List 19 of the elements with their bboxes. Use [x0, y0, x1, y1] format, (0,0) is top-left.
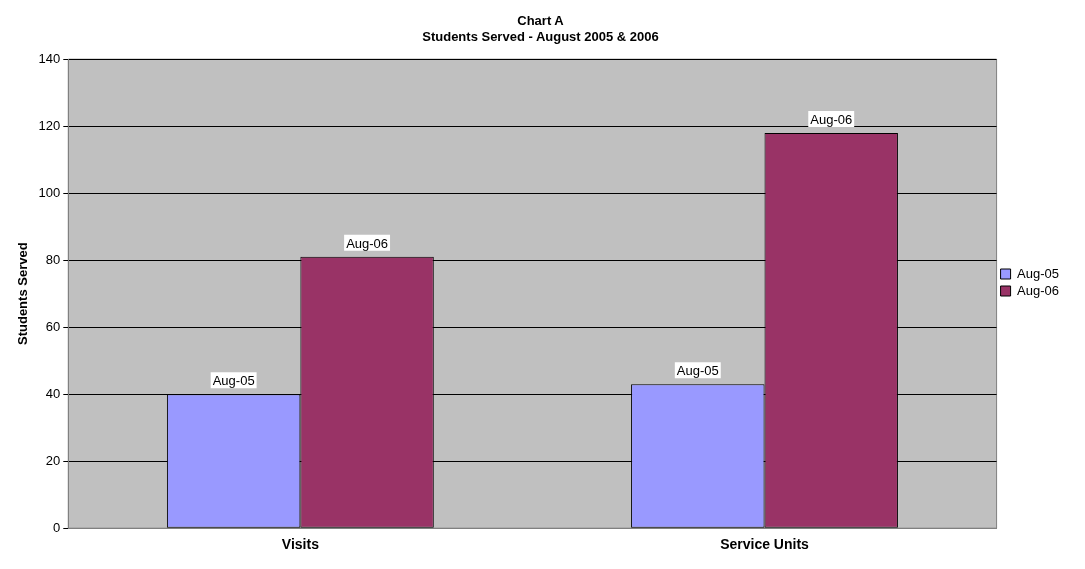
data-label: Aug-05	[212, 373, 255, 389]
y-tick-label: 60	[45, 318, 61, 334]
data-label: Aug-06	[346, 235, 389, 251]
data-label: Aug-05	[676, 363, 719, 379]
y-tick-label: 120	[38, 117, 61, 133]
y-tick-label: 80	[45, 251, 61, 267]
y-tick-label: 40	[45, 385, 61, 401]
data-label: Aug-06	[810, 111, 853, 127]
legend-label: Aug-05	[1017, 265, 1059, 281]
y-axis-title: Students Served	[15, 242, 31, 345]
chart-title: Chart A	[517, 13, 565, 29]
y-tick-label: 100	[38, 184, 61, 200]
y-tick-label: 0	[53, 519, 61, 535]
x-tick-label: Visits	[281, 536, 320, 553]
chart-subtitle: Students Served - August 2005 & 2006	[422, 28, 659, 44]
y-tick-label: 140	[38, 50, 61, 66]
y-tick-label: 20	[45, 452, 61, 468]
x-tick-label: Service Units	[720, 536, 810, 553]
legend-label: Aug-06	[1017, 282, 1059, 298]
